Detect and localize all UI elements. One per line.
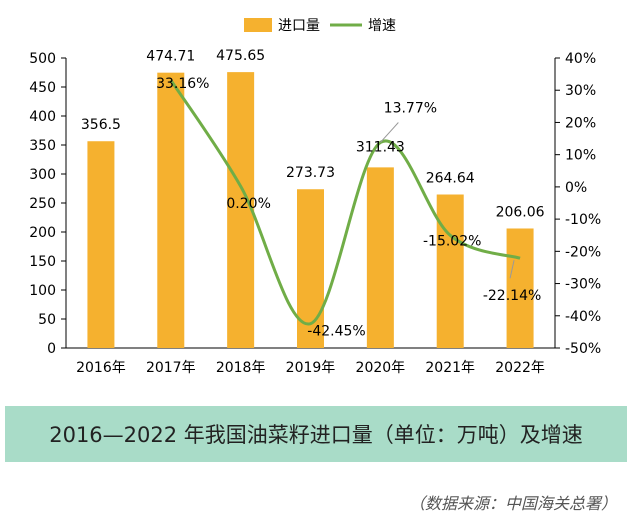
growth-value-label: -15.02% [423, 233, 481, 249]
left-tick-label: 350 [29, 138, 56, 154]
data-source: （数据来源：中国海关总署） [408, 494, 617, 513]
bar-value-label: 273.73 [286, 165, 335, 181]
bar [157, 72, 185, 348]
left-tick-label: 500 [29, 51, 56, 67]
label-leader-line [509, 260, 515, 279]
legend-swatch-bar [244, 18, 272, 32]
right-tick-label: 0% [565, 180, 587, 196]
left-tick-label: 250 [29, 196, 56, 212]
growth-value-label: -22.14% [483, 288, 541, 304]
bar-value-label: 356.5 [81, 117, 121, 133]
right-tick-label: -20% [565, 244, 601, 260]
bar-value-label: 206.06 [496, 204, 545, 220]
chart-title-bar: 2016—2022 年我国油菜籽进口量（单位：万吨）及增速 [5, 406, 627, 462]
chart-title: 2016—2022 年我国油菜籽进口量（单位：万吨）及增速 [49, 423, 583, 447]
right-tick-label: 30% [565, 83, 596, 99]
bar-value-label: 264.64 [426, 171, 475, 187]
left-tick-label: 150 [29, 254, 56, 270]
right-tick-label: 40% [565, 51, 596, 67]
right-tick-label: -10% [565, 212, 601, 228]
x-tick-label: 2016年 [76, 360, 126, 376]
right-tick-label: 10% [565, 148, 596, 164]
bar [436, 194, 464, 348]
bar-value-label: 311.43 [356, 139, 405, 155]
left-tick-label: 100 [29, 283, 56, 299]
right-tick-label: 20% [565, 115, 596, 131]
left-tick-label: 50 [38, 312, 56, 328]
bar-value-label: 475.65 [216, 48, 265, 64]
right-tick-label: -50% [565, 341, 601, 357]
growth-value-label: 33.16% [156, 76, 209, 92]
legend-label-bar: 进口量 [278, 18, 320, 34]
x-tick-label: 2022年 [495, 360, 545, 376]
x-tick-label: 2020年 [356, 360, 406, 376]
label-leader-line [379, 122, 399, 143]
bar [366, 167, 394, 348]
growth-value-label: -42.45% [307, 324, 365, 340]
right-tick-label: -30% [565, 277, 601, 293]
left-tick-label: 450 [29, 80, 56, 96]
x-tick-label: 2019年 [286, 360, 336, 376]
bar [506, 228, 534, 348]
left-tick-label: 300 [29, 167, 56, 183]
growth-value-label: 13.77% [384, 101, 437, 117]
x-tick-label: 2018年 [216, 360, 266, 376]
bar [227, 72, 255, 349]
right-tick-label: -40% [565, 309, 601, 325]
bar [87, 141, 115, 348]
chart: 0 50 100 150 200 250 300 350 400 450 500 -50% -40% -3… [29, 18, 601, 376]
growth-value-label: 0.20% [226, 196, 270, 212]
x-tick-label: 2021年 [425, 360, 475, 376]
left-tick-label: 0 [47, 341, 56, 357]
growth-line [169, 79, 521, 326]
left-tick-label: 200 [29, 225, 56, 241]
legend-label-line: 增速 [368, 18, 396, 34]
bar-value-label: 474.71 [146, 49, 195, 65]
x-tick-label: 2017年 [146, 360, 196, 376]
left-tick-label: 400 [29, 109, 56, 125]
